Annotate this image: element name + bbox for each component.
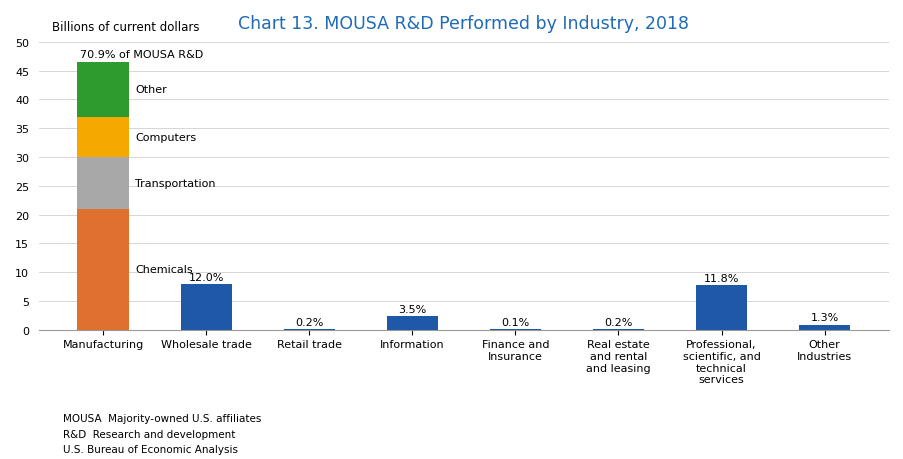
Bar <box>284 329 335 330</box>
Bar <box>592 329 644 330</box>
Text: Transportation: Transportation <box>135 179 216 189</box>
Bar <box>78 63 129 118</box>
Bar <box>78 118 129 157</box>
Bar <box>78 209 129 330</box>
Text: 70.9% of MOUSA R&D: 70.9% of MOUSA R&D <box>79 50 202 60</box>
Text: 0.1%: 0.1% <box>501 317 529 327</box>
Text: Chemicals: Chemicals <box>135 265 192 274</box>
Bar <box>798 325 850 330</box>
Bar <box>695 285 747 330</box>
Text: MOUSA  Majority-owned U.S. affiliates
R&D  Research and development
U.S. Bureau : MOUSA Majority-owned U.S. affiliates R&D… <box>63 413 261 454</box>
Text: 3.5%: 3.5% <box>398 304 426 314</box>
Text: Other: Other <box>135 85 167 95</box>
Bar <box>181 285 232 330</box>
Text: 12.0%: 12.0% <box>189 273 224 282</box>
Text: 11.8%: 11.8% <box>703 273 739 283</box>
Text: Billions of current dollars: Billions of current dollars <box>51 21 199 34</box>
Text: 0.2%: 0.2% <box>295 317 323 327</box>
Bar <box>386 317 438 330</box>
Text: 1.3%: 1.3% <box>810 313 838 323</box>
Title: Chart 13. MOUSA R&D Performed by Industry, 2018: Chart 13. MOUSA R&D Performed by Industr… <box>238 15 689 33</box>
Bar <box>78 157 129 209</box>
Text: 0.2%: 0.2% <box>603 317 632 327</box>
Text: Computers: Computers <box>135 133 196 143</box>
